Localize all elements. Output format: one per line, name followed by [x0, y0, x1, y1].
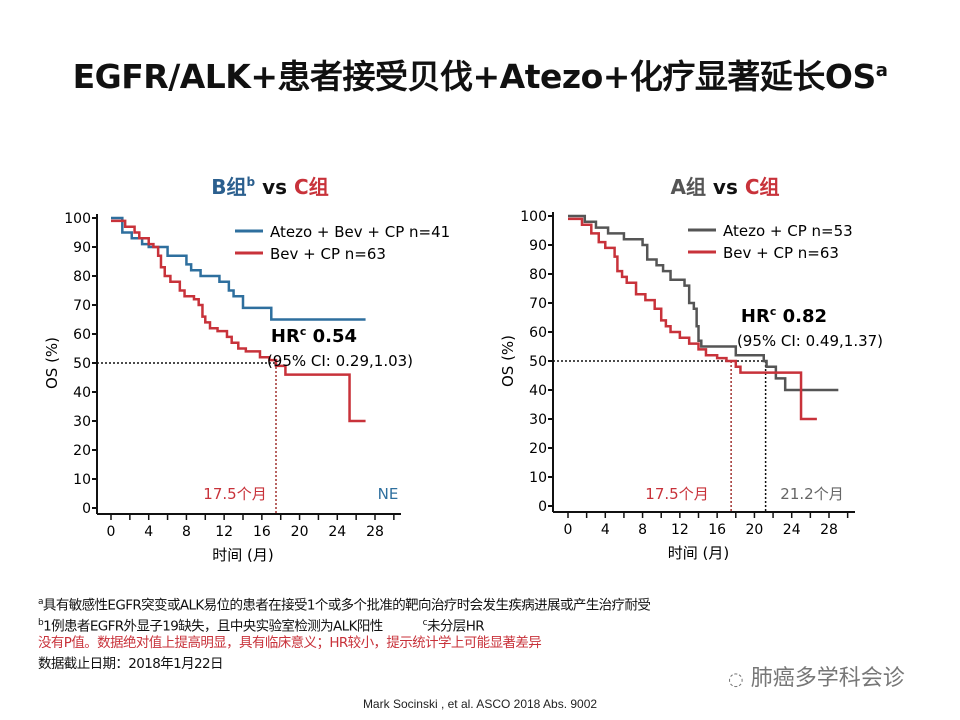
footnote-a: a具有敏感性EGFR突变或ALK易位的患者在接受1个或多个批准的靶向治疗时会发生… [38, 592, 651, 617]
x-tick-label: 8 [638, 522, 647, 538]
x-tick-label: 24 [783, 522, 801, 538]
y-tick-label: 100 [64, 211, 91, 227]
x-tick-label: 20 [746, 522, 764, 538]
footnote-c-sup: c [422, 618, 428, 628]
slide-title: EGFR/ALK+患者接受贝伐+Atezo+化疗显著延长OSa [0, 50, 960, 98]
km-curve-1 [568, 217, 817, 421]
x-tick-label: 0 [107, 524, 116, 540]
y-tick-label: 50 [529, 354, 547, 370]
hr-ci: (95% CI: 0.49,1.37) [737, 332, 883, 350]
chart-title-1: A组 vs C组 [670, 175, 779, 199]
x-tick-label: 4 [144, 524, 153, 540]
x-tick-label: 12 [671, 522, 689, 538]
y-tick-label: 0 [538, 499, 547, 515]
x-tick-label: 24 [328, 524, 346, 540]
x-tick-label: 12 [215, 524, 233, 540]
hr-part: 0.82 [776, 306, 827, 327]
x-tick-label: 20 [291, 524, 309, 540]
hr-part: HR [271, 326, 300, 347]
footnote-b-text: 1例患者EGFR外显子19缺失，且中央实验室检测为ALK阳性 [43, 618, 383, 635]
y-tick-label: 60 [73, 327, 91, 343]
hr-ci: (95% CI: 0.29,1.03) [267, 352, 413, 370]
watermark-text: 肺癌多学科会诊 [750, 666, 905, 691]
x-tick-label: 0 [564, 522, 573, 538]
y-tick-label: 20 [529, 441, 547, 457]
wechat-icon: ◌ [728, 669, 744, 690]
x-tick-label: 16 [708, 522, 726, 538]
x-tick-label: 28 [366, 524, 384, 540]
chart-title-0: B组b vs C组 [211, 175, 328, 199]
median-label: 17.5个月 [645, 485, 708, 503]
footnote-b: b1例患者EGFR外显子19缺失，且中央实验室检测为ALK阳性 c未分层HR [38, 613, 485, 638]
y-tick-label: 10 [529, 470, 547, 486]
km-curve-0 [568, 214, 839, 392]
hr-part: c [300, 325, 307, 338]
legend-label: Bev + CP n=63 [723, 244, 839, 262]
y-tick-label: 70 [529, 296, 547, 312]
x-axis-label: 时间 (月) [668, 544, 729, 562]
km-curve-1 [111, 219, 366, 423]
y-tick-label: 10 [73, 472, 91, 488]
footnote-a-sup: a [38, 597, 44, 607]
hr-value: HRc 0.54 [271, 325, 357, 347]
hr-part: c [770, 305, 777, 318]
legend-label: Atezo + CP n=53 [723, 222, 853, 240]
y-tick-label: 20 [73, 443, 91, 459]
y-tick-label: 70 [73, 298, 91, 314]
y-tick-label: 40 [529, 383, 547, 399]
watermark: ◌ 肺癌多学科会诊 [728, 660, 905, 692]
hr-part: 0.54 [306, 326, 357, 347]
y-tick-label: 30 [529, 412, 547, 428]
x-tick-label: 16 [253, 524, 271, 540]
title-text: EGFR/ALK+患者接受贝伐+Atezo+化疗显著延长OS [72, 57, 877, 96]
footnote-cutoff: 数据截止日期：2018年1月22日 [38, 656, 224, 672]
median-label: 21.2个月 [780, 485, 843, 503]
y-axis-label: OS (%) [43, 337, 61, 389]
y-axis-label: OS (%) [499, 335, 517, 387]
y-tick-label: 40 [73, 385, 91, 401]
x-tick-label: 4 [601, 522, 610, 538]
median-label: NE [378, 485, 399, 503]
x-tick-label: 8 [182, 524, 191, 540]
km-curve-0 [111, 216, 366, 321]
y-tick-label: 80 [529, 267, 547, 283]
title-sup: a [875, 60, 888, 81]
y-tick-label: 30 [73, 414, 91, 430]
chart-title-part: vs [706, 175, 745, 199]
y-tick-label: 80 [73, 269, 91, 285]
legend-label: Bev + CP n=63 [270, 245, 386, 263]
footnote-a-text: 具有敏感性EGFR突变或ALK易位的患者在接受1个或多个批准的靶向治疗时会发生疾… [42, 597, 651, 614]
chart-title-part: B组 [211, 175, 246, 199]
y-tick-label: 50 [73, 356, 91, 372]
footnote-b-sup: b [38, 618, 44, 628]
y-tick-label: 60 [529, 325, 547, 341]
x-tick-label: 28 [820, 522, 838, 538]
chart-title-part: vs [255, 175, 294, 199]
y-tick-label: 90 [73, 240, 91, 256]
x-axis-label: 时间 (月) [212, 546, 273, 564]
footnote-note: 没有P值。数据绝对值上提高明显，具有临床意义；HR较小，提示统计学上可能显著差异 [38, 635, 542, 651]
chart-title-part: C组 [745, 175, 780, 199]
median-label: 17.5个月 [203, 485, 266, 503]
chart-title-part: A组 [670, 175, 705, 199]
citation: Mark Socinski , et al. ASCO 2018 Abs. 90… [362, 697, 598, 711]
chart-title-part: C组 [294, 175, 329, 199]
hr-part: HR [741, 306, 770, 327]
footnote-c-text: 未分层HR [427, 618, 485, 635]
y-tick-label: 0 [82, 501, 91, 517]
y-tick-label: 100 [520, 209, 547, 225]
chart-title-part: b [247, 175, 256, 189]
legend-label: Atezo + Bev + CP n=41 [270, 223, 450, 241]
hr-value: HRc 0.82 [741, 305, 827, 327]
y-tick-label: 90 [529, 238, 547, 254]
